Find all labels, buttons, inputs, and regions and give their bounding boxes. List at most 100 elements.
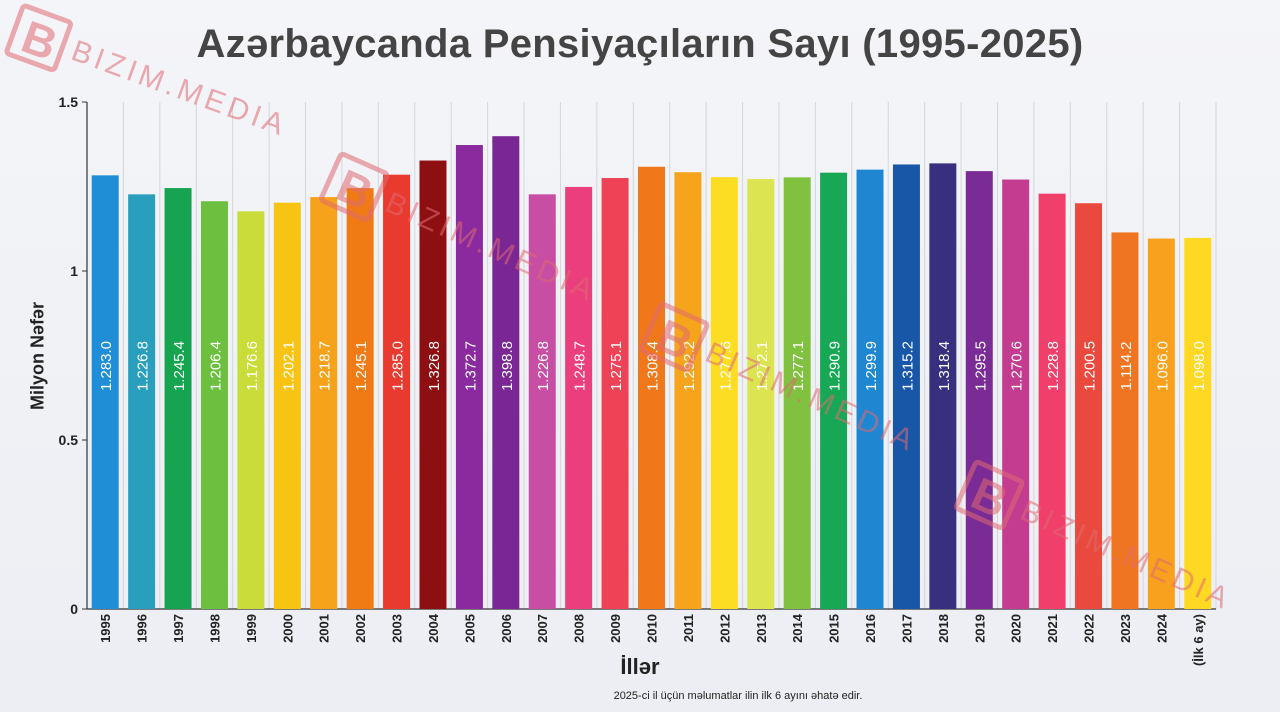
bar-value-label: 1.206.4: [207, 341, 224, 391]
x-tick-label: 1997: [171, 614, 186, 643]
bar: [1147, 238, 1175, 609]
y-tick-label: 0.5: [59, 432, 79, 448]
bar: [1038, 193, 1066, 610]
bar-value-label: 1.283.0: [98, 341, 115, 391]
bar-value-label: 1.277.1: [790, 341, 807, 391]
bar: [565, 186, 593, 610]
x-tick-label: 2012: [717, 614, 732, 643]
bar: [892, 164, 920, 609]
bar: [528, 194, 556, 609]
bar-value-label: 1.245.4: [171, 341, 188, 391]
bar-value-label: 1.226.8: [135, 341, 152, 391]
x-tick-label: 2001: [317, 614, 332, 643]
x-tick-label: 2023: [1118, 614, 1133, 643]
x-tick-label: 2011: [681, 614, 696, 642]
y-tick-label: 1: [70, 263, 78, 279]
bar: [346, 188, 374, 610]
bar-value-label: 1.318.4: [936, 341, 953, 391]
bar-value-label: 1.272.1: [754, 341, 771, 391]
x-tick-label: 2013: [754, 614, 769, 643]
bar: [747, 179, 775, 609]
bar-value-label: 1.315.2: [899, 341, 916, 391]
x-tick-label: 1995: [98, 614, 113, 643]
bar: [237, 211, 265, 609]
x-tick-label: 2008: [572, 614, 587, 643]
bar: [383, 174, 411, 610]
x-tick-label: 2014: [790, 613, 805, 643]
x-tick-label: 2009: [608, 614, 623, 643]
bar-value-label: 1.277.6: [717, 341, 734, 391]
y-axis-label: Milyon Nəfər: [27, 301, 48, 411]
x-tick-label: 2006: [499, 614, 514, 643]
bar: [419, 160, 447, 609]
bar: [200, 201, 228, 609]
bar-value-label: 1.299.9: [863, 341, 880, 391]
x-tick-label: 2002: [353, 614, 368, 643]
bar: [1075, 203, 1103, 609]
bar-value-label: 1.275.1: [608, 341, 625, 391]
bar-value-label: 1.398.8: [499, 341, 516, 391]
bar: [455, 145, 483, 609]
bar-value-label: 1.096.0: [1154, 341, 1171, 391]
y-tick-label: 0: [70, 601, 78, 617]
x-tick-label: (İlk 6 ay): [1191, 614, 1206, 666]
bar-value-label: 1.200.5: [1082, 341, 1099, 391]
bar-value-label: 1.248.7: [572, 341, 589, 391]
bar: [965, 171, 993, 609]
bar: [601, 178, 629, 609]
bar: [820, 172, 848, 610]
bar-value-label: 1.292.2: [681, 341, 698, 391]
x-tick-label: 2015: [827, 614, 842, 643]
bar-value-label: 1.098.0: [1191, 341, 1208, 391]
x-tick-label: 2017: [899, 614, 914, 643]
bar-value-label: 1.285.0: [390, 341, 407, 391]
bar-value-label: 1.308.4: [645, 341, 662, 391]
bar: [91, 175, 119, 609]
bar: [929, 163, 957, 609]
bar: [638, 166, 665, 609]
x-tick-label: 2020: [1009, 614, 1024, 643]
bar: [492, 136, 520, 609]
bar: [310, 197, 338, 609]
x-tick-label: 2010: [645, 614, 660, 643]
x-tick-label: 2004: [426, 613, 441, 643]
bar-value-label: 1.290.9: [827, 341, 844, 391]
bar-value-label: 1.226.8: [535, 341, 552, 391]
bar-value-label: 1.228.8: [1045, 341, 1062, 391]
bar-value-label: 1.326.8: [426, 341, 443, 391]
bar-value-label: 1.176.6: [244, 341, 261, 391]
y-tick-label: 1.5: [59, 94, 79, 110]
bar-value-label: 1.202.1: [280, 341, 297, 391]
bar-value-label: 1.114.2: [1118, 342, 1135, 391]
bar: [164, 188, 192, 609]
x-tick-label: 2005: [462, 614, 477, 643]
bar-value-label: 1.245.1: [353, 341, 370, 391]
x-tick-label: 1996: [135, 614, 150, 643]
bar-value-label: 1.218.7: [317, 341, 334, 391]
x-tick-label: 1999: [244, 614, 259, 643]
bar-value-label: 1.372.7: [462, 341, 479, 391]
x-tick-label: 2021: [1045, 614, 1060, 643]
footnote: 2025-ci il üçün məlumatlar ilin ilk 6 ay…: [613, 690, 863, 702]
bar: [1002, 179, 1030, 609]
x-tick-label: 2007: [535, 614, 550, 643]
bar: [674, 172, 702, 610]
bar-value-label: 1.270.6: [1009, 341, 1026, 391]
bar-value-label: 1.295.5: [972, 341, 989, 391]
x-tick-label: 2019: [972, 614, 987, 643]
bar: [1184, 237, 1212, 609]
x-tick-label: 2022: [1082, 614, 1097, 643]
x-tick-label: 2018: [936, 614, 951, 643]
bar: [273, 202, 301, 610]
bar: [710, 177, 738, 609]
bar: [856, 169, 884, 610]
bar: [128, 194, 156, 609]
bar: [1111, 232, 1139, 610]
x-axis-label: İllər: [620, 654, 660, 679]
chart-title: Azərbaycanda Pensiyaçıların Sayı (1995-2…: [196, 22, 1084, 66]
x-tick-label: 2000: [280, 614, 295, 643]
x-tick-label: 1998: [207, 614, 222, 643]
x-tick-label: 2003: [390, 614, 405, 643]
x-tick-label: 2016: [863, 614, 878, 643]
